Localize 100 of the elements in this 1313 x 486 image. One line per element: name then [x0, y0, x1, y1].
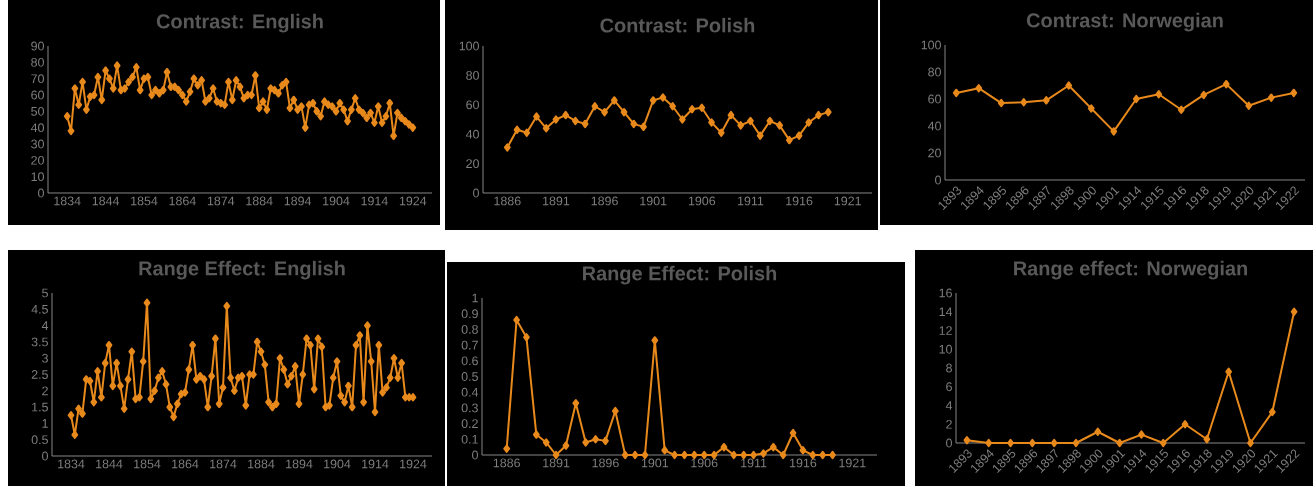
- point: [659, 93, 667, 102]
- x-tick-label: 1894: [286, 459, 313, 469]
- y-tick-label: 0: [935, 175, 941, 185]
- y-tick-label: 60: [31, 90, 44, 100]
- point: [1200, 90, 1208, 100]
- point: [1072, 438, 1080, 448]
- x-tick-label: 1901: [641, 458, 669, 468]
- point: [776, 121, 784, 130]
- x-tick-label: 1904: [323, 196, 350, 206]
- y-tick-label: 20: [31, 155, 44, 165]
- point: [611, 406, 619, 416]
- point: [523, 128, 531, 137]
- x-tick-label: 1924: [400, 459, 427, 469]
- point: [523, 333, 530, 342]
- point: [640, 122, 647, 132]
- point: [513, 315, 520, 325]
- point: [1203, 435, 1211, 444]
- point: [681, 450, 688, 460]
- y-tick-label: 10: [31, 172, 44, 182]
- point: [795, 131, 803, 140]
- point: [581, 119, 589, 129]
- chart-title: Contrast: Polish: [600, 17, 755, 33]
- point: [737, 121, 745, 130]
- point: [651, 336, 659, 345]
- y-tick-label: 40: [465, 129, 479, 139]
- x-tick-label: 1896: [592, 458, 619, 468]
- point: [824, 107, 832, 117]
- x-tick-label: 1891: [543, 458, 570, 468]
- point: [1247, 438, 1254, 448]
- point: [621, 450, 629, 460]
- y-tick-label: 0.9: [461, 309, 478, 319]
- point: [503, 143, 511, 152]
- x-tick-label: 1914: [361, 196, 388, 206]
- point: [688, 105, 696, 114]
- point: [620, 107, 628, 117]
- point: [975, 84, 983, 93]
- x-tick-label: 1884: [246, 196, 273, 206]
- x-tick-label: 1854: [131, 196, 158, 206]
- point: [1245, 101, 1253, 110]
- x-tick-label: 1891: [543, 196, 570, 206]
- x-tick-label: 1916: [786, 196, 813, 206]
- y-tick-label: 100: [459, 41, 479, 51]
- point: [1181, 420, 1189, 429]
- point: [963, 435, 971, 445]
- x-tick-label: 1924: [399, 196, 427, 206]
- x-tick-label: 1874: [210, 459, 237, 469]
- x-tick-label: 1914: [362, 459, 389, 469]
- chart-title: Range Effect: English: [139, 260, 345, 280]
- x-tick-label: 1844: [92, 196, 120, 206]
- x-tick-label: 1854: [134, 459, 161, 469]
- y-tick-label: 0: [472, 450, 478, 460]
- y-tick-label: 0.7: [461, 340, 478, 350]
- x-tick-label: 1834: [54, 196, 81, 206]
- x-tick-label: 1906: [688, 196, 716, 206]
- y-tick-label: 20: [928, 148, 941, 158]
- point: [592, 435, 599, 444]
- y-tick-label: 12: [939, 326, 952, 335]
- chart-title: Contrast: Norwegian: [1026, 12, 1223, 32]
- x-tick-label: 1916: [790, 458, 817, 468]
- point: [730, 450, 738, 460]
- y-tick-label: 14: [939, 307, 953, 317]
- y-tick-label: 4: [41, 321, 49, 330]
- point: [1138, 430, 1145, 439]
- y-tick-label: 0.5: [461, 372, 478, 381]
- x-tick-label: 1906: [691, 458, 718, 468]
- point: [727, 110, 735, 120]
- point: [1177, 105, 1185, 114]
- point: [756, 131, 764, 140]
- y-tick-label: 5: [42, 288, 48, 298]
- point: [1065, 81, 1073, 90]
- x-tick-label: 1911: [741, 458, 767, 468]
- y-tick-label: 30: [31, 139, 44, 149]
- y-tick-label: 1: [42, 419, 48, 428]
- point: [698, 103, 706, 112]
- y-tick-label: 3: [42, 353, 48, 363]
- point: [1132, 94, 1140, 104]
- point: [1094, 427, 1102, 436]
- y-tick-label: 0.2: [461, 419, 478, 429]
- point: [1110, 127, 1118, 136]
- point: [552, 115, 560, 124]
- point: [1155, 90, 1163, 99]
- point: [799, 446, 807, 455]
- point: [562, 441, 570, 450]
- point: [717, 128, 725, 137]
- point: [1028, 438, 1036, 448]
- point: [591, 102, 599, 111]
- point: [503, 444, 511, 453]
- point: [1042, 96, 1050, 105]
- point: [747, 116, 754, 126]
- y-tick-label: 90: [31, 41, 44, 51]
- y-tick-label: 0.6: [461, 356, 478, 366]
- point: [766, 116, 774, 126]
- point: [1087, 104, 1095, 113]
- point: [669, 102, 677, 111]
- y-tick-label: 60: [466, 100, 479, 110]
- x-tick-label: 1884: [248, 459, 275, 469]
- point: [815, 110, 822, 120]
- y-tick-label: 80: [928, 67, 941, 77]
- y-tick-label: 1.5: [32, 402, 48, 412]
- x-tick-label: 1886: [494, 196, 521, 206]
